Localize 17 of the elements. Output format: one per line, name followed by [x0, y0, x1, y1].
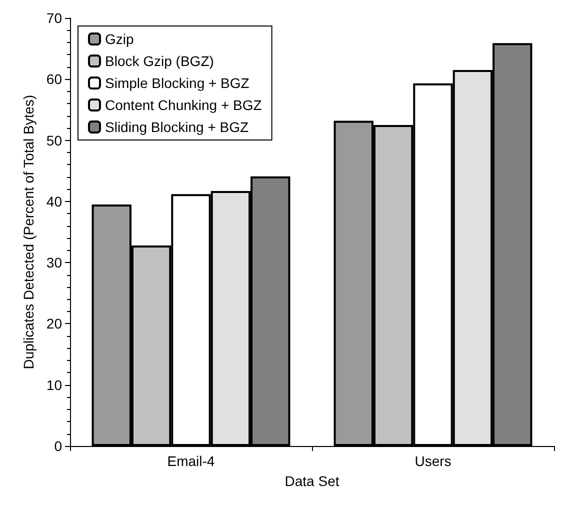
y-tick-label: 30	[46, 254, 62, 271]
legend-label: Gzip	[105, 31, 134, 47]
x-axis-title: Data Set	[284, 473, 340, 489]
legend-label: Sliding Blocking + BGZ	[105, 119, 250, 135]
y-tick-label: 50	[46, 132, 62, 148]
y-tick-label: 0	[54, 438, 62, 454]
y-tick-label: 10	[46, 376, 62, 393]
y-tick-label: 40	[46, 193, 62, 210]
x-tick-label: Email-4	[167, 453, 215, 469]
legend-label: Block Gzip (BGZ)	[105, 53, 214, 69]
y-tick-label: 60	[46, 71, 62, 88]
y-axis-title: Duplicates Detected (Percent of Total Bytes)	[20, 94, 37, 370]
legend-label: Simple Blocking + BGZ	[105, 75, 250, 91]
y-tick-label: 20	[46, 316, 62, 332]
x-tick-label: Users	[414, 453, 452, 469]
y-tick-label: 70	[46, 10, 62, 26]
legend-label: Content Chunking + BGZ	[105, 97, 262, 113]
